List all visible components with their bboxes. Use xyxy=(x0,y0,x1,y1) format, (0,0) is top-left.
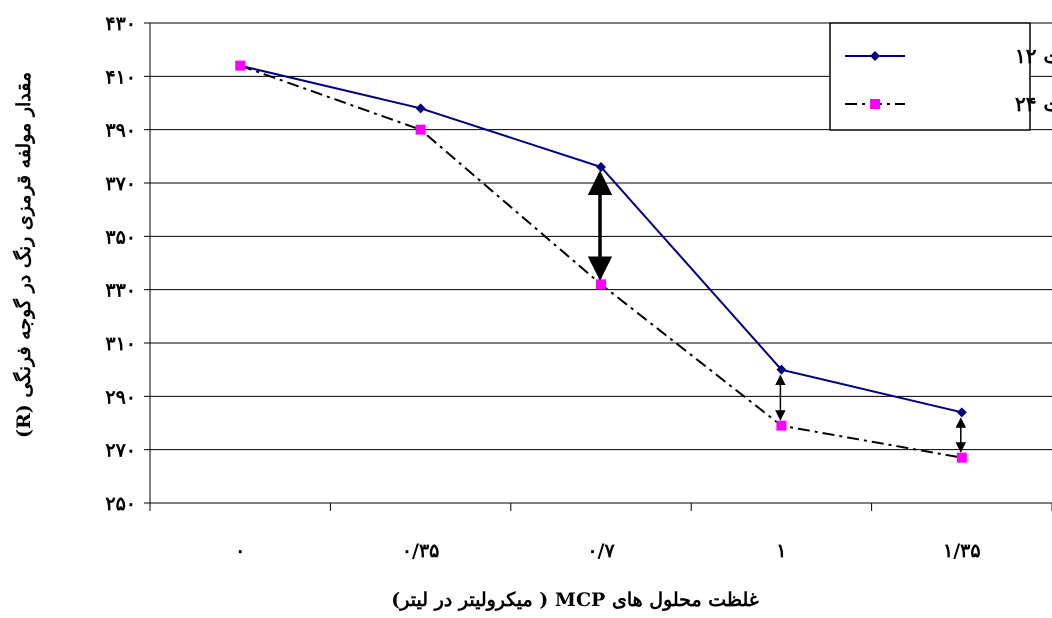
legend-box xyxy=(829,22,1031,131)
data-point xyxy=(235,60,246,71)
x-tick-label: ۰/۷ xyxy=(587,540,615,562)
legend-label: ساعت ۲۴ xyxy=(1015,92,1052,116)
y-tick-label: ۲۹۰ xyxy=(105,386,136,408)
data-point xyxy=(956,452,967,463)
data-point xyxy=(956,407,967,418)
series-1 xyxy=(235,60,967,418)
x-tick-label: ۱ xyxy=(776,540,786,562)
series-2 xyxy=(235,60,967,463)
x-tick-label: ۰/۳۵ xyxy=(402,540,440,562)
y-tick-label: ۳۵۰ xyxy=(105,226,136,248)
y-tick-label: ۳۹۰ xyxy=(105,120,136,142)
y-tick-label: ۴۱۰ xyxy=(105,66,136,88)
data-point xyxy=(776,420,787,431)
series xyxy=(235,60,967,463)
y-axis-title: مقدار مولفه قرمزی رنگ در گوجه فرنگی (R) xyxy=(12,72,35,438)
x-tick-label: ۰ xyxy=(235,540,245,562)
data-point xyxy=(776,364,787,375)
axes xyxy=(144,22,1052,511)
legend: ساعت ۱۲ ساعت ۲۴ xyxy=(829,22,1052,131)
data-point xyxy=(596,279,606,290)
x-axis-title: غلظت محلول های MCP ( میکرولیتر در لیتر) xyxy=(391,589,758,611)
data-point xyxy=(415,124,426,135)
data-point xyxy=(596,162,606,172)
legend-label: ساعت ۱۲ xyxy=(1015,44,1052,68)
difference-arrows xyxy=(587,170,967,453)
y-tick-label: ۳۷۰ xyxy=(105,173,136,195)
y-tick-label: ۲۵۰ xyxy=(105,493,136,515)
data-point xyxy=(415,103,426,114)
y-tick-label: ۳۳۰ xyxy=(105,280,136,302)
y-tick-label: ۳۱۰ xyxy=(105,333,136,355)
legend-marker xyxy=(870,51,880,61)
y-tick-label: ۲۷۰ xyxy=(105,440,136,462)
x-tick-labels: ۰ ۰/۳۵ ۰/۷ ۱ ۱/۳۵ xyxy=(235,540,980,562)
x-tick-label: ۱/۳۵ xyxy=(943,540,981,562)
y-tick-label: ۴۳۰ xyxy=(105,13,136,35)
y-tick-labels: ۲۵۰ ۲۷۰ ۲۹۰ ۳۱۰ ۳۳۰ ۳۵۰ ۳۷۰ ۳۹۰ ۴۱۰ ۴۳۰ xyxy=(105,13,136,515)
legend-marker xyxy=(870,99,880,109)
